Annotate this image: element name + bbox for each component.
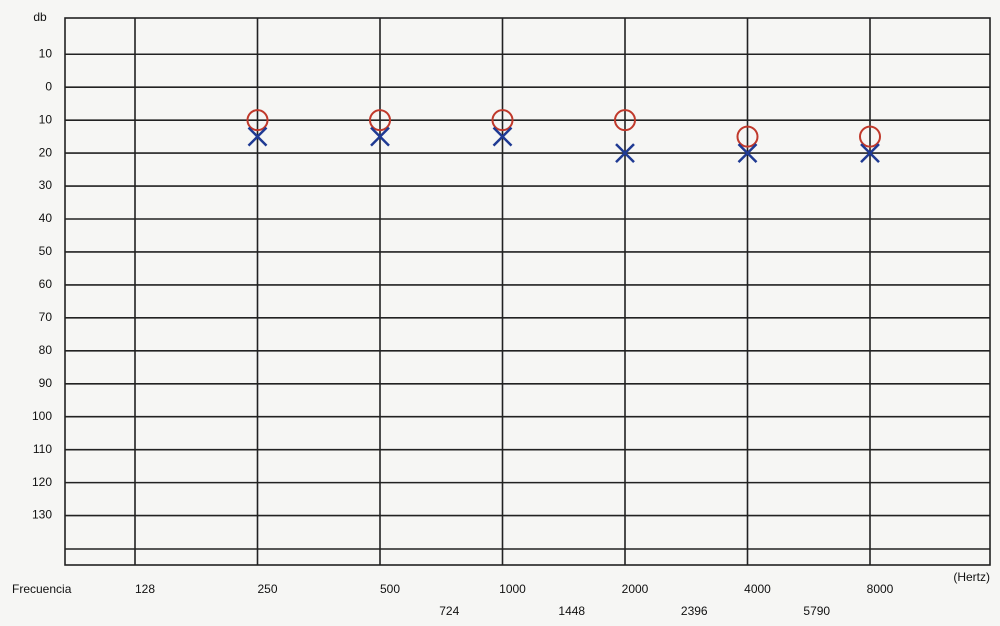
x-tick-label: 4000	[744, 582, 771, 596]
y-tick-label: 50	[39, 244, 53, 258]
y-tick-label: 0	[45, 79, 52, 93]
x-tick-label: 1000	[499, 582, 526, 596]
y-tick-label: 100	[32, 409, 52, 423]
x-tick-label: 128	[135, 582, 155, 596]
y-tick-label: 130	[32, 508, 52, 522]
right-ear-marker	[491, 109, 514, 132]
left-ear-marker	[860, 143, 880, 163]
y-axis-label: db	[33, 10, 47, 24]
left-ear-marker	[492, 126, 513, 147]
right-ear-marker	[369, 109, 391, 132]
right-ear-marker	[246, 109, 269, 132]
y-tick-label: 10	[39, 46, 53, 60]
plot-border	[64, 17, 991, 566]
left-ear-marker	[737, 143, 758, 163]
right-ear-marker	[736, 125, 759, 148]
y-tick-label: 110	[33, 442, 52, 456]
y-tick-label: 60	[39, 277, 53, 291]
x-unit: (Hertz)	[953, 570, 990, 584]
left-ear-marker	[370, 126, 390, 147]
left-ear-marker	[247, 126, 268, 147]
x-minor-tick-label: 724	[439, 604, 459, 618]
x-minor-tick-label: 1448	[558, 604, 585, 618]
y-tick-label: 10	[39, 112, 53, 126]
y-tick-label: 20	[39, 145, 53, 159]
x-axis-label: Frecuencia	[12, 582, 72, 596]
y-tick-label: 80	[39, 343, 53, 357]
y-tick-label: 90	[39, 376, 53, 390]
x-minor-tick-label: 5790	[803, 604, 830, 618]
x-tick-label: 2000	[622, 582, 649, 596]
x-tick-label: 500	[380, 582, 400, 596]
x-minor-tick-label: 2396	[681, 604, 708, 618]
x-tick-label: 8000	[867, 582, 894, 596]
y-tick-label: 70	[39, 310, 53, 324]
y-tick-label: 120	[32, 475, 52, 489]
y-tick-label: 40	[39, 211, 53, 225]
y-tick-label: 30	[39, 178, 53, 192]
right-ear-marker	[859, 125, 881, 148]
x-tick-label: 250	[257, 582, 277, 596]
left-ear-marker	[615, 143, 635, 163]
right-ear-marker	[614, 109, 636, 132]
